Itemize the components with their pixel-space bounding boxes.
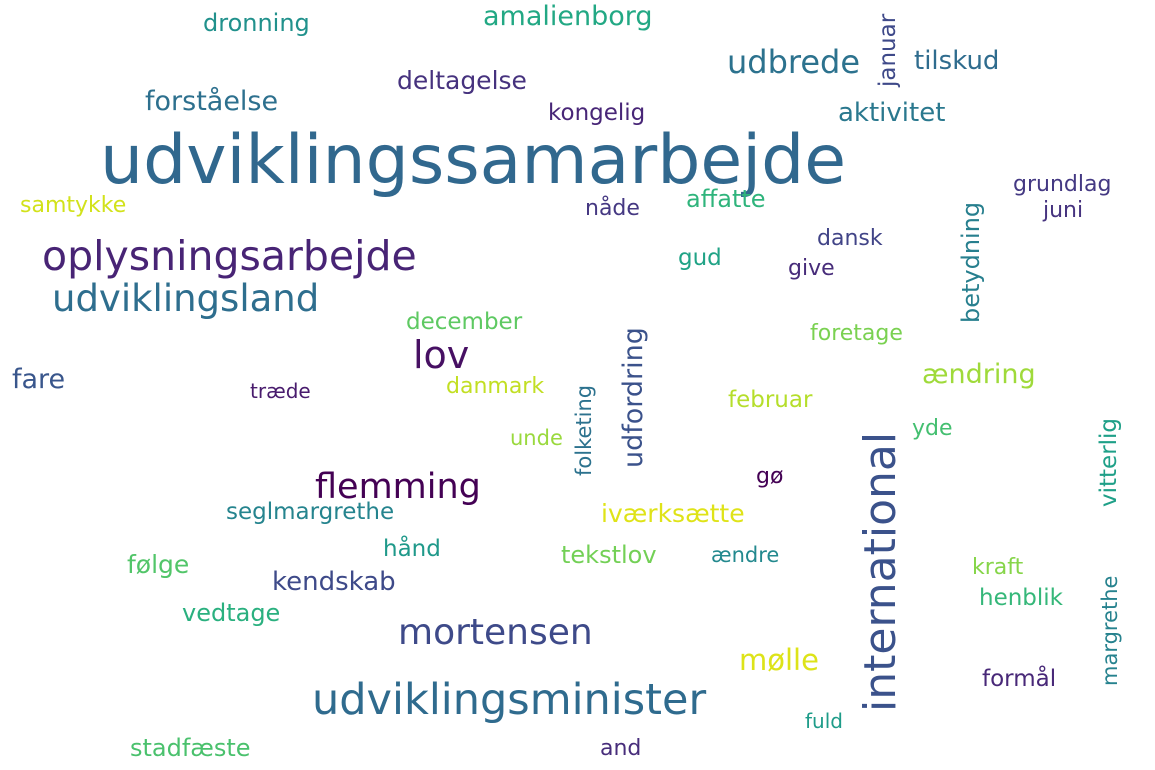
word: vitterlig <box>1096 417 1122 507</box>
word: forståelse <box>145 86 279 117</box>
word: udviklingssamarbejde <box>100 121 847 200</box>
word: mølle <box>739 643 819 677</box>
word: henblik <box>979 585 1064 611</box>
word: margrethe <box>1098 575 1122 686</box>
word: kraft <box>972 555 1024 580</box>
word: flemming <box>315 467 481 507</box>
word: udfordring <box>618 327 649 468</box>
word: deltagelse <box>397 66 527 95</box>
word: affatte <box>686 185 766 213</box>
word: ændring <box>922 359 1036 390</box>
word: danmark <box>446 374 545 399</box>
word: kongelig <box>548 100 646 126</box>
word: mortensen <box>398 612 593 653</box>
word: udviklingsminister <box>312 675 707 725</box>
word: januar <box>875 13 901 87</box>
word: and <box>600 736 642 761</box>
word: aktivitet <box>838 98 946 128</box>
word: træde <box>250 379 311 403</box>
word: dansk <box>817 226 883 251</box>
word: international <box>855 431 906 712</box>
word: ændre <box>711 543 780 567</box>
word: dronning <box>203 9 310 37</box>
word: juni <box>1043 198 1084 223</box>
word: formål <box>982 666 1057 692</box>
word: betydning <box>957 201 985 323</box>
word: nåde <box>585 196 640 221</box>
word: oplysningsarbejde <box>42 232 417 280</box>
word: hånd <box>383 536 441 562</box>
word: stadfæste <box>130 734 251 762</box>
word: samtykke <box>20 193 127 218</box>
word: kendskab <box>272 567 396 597</box>
word: december <box>406 309 523 335</box>
word: unde <box>510 426 563 450</box>
word: følge <box>127 550 190 579</box>
word: tekstlov <box>561 541 657 569</box>
word: foretage <box>810 321 903 346</box>
word: fare <box>12 364 66 395</box>
word: tilskud <box>914 46 1000 76</box>
word: grundlag <box>1013 172 1112 197</box>
word: yde <box>912 416 953 441</box>
word: seglmargrethe <box>226 499 395 525</box>
word: give <box>788 256 835 281</box>
word: vedtage <box>182 599 281 627</box>
word: udbrede <box>727 43 861 81</box>
word: februar <box>728 387 813 413</box>
word: amalienborg <box>483 1 653 32</box>
word: fuld <box>805 709 843 733</box>
word: gø <box>756 464 784 489</box>
word: lov <box>413 333 470 377</box>
word: udviklingsland <box>52 277 320 320</box>
word: folketing <box>572 384 596 476</box>
word: gud <box>678 245 722 271</box>
word: iværksætte <box>601 499 745 528</box>
